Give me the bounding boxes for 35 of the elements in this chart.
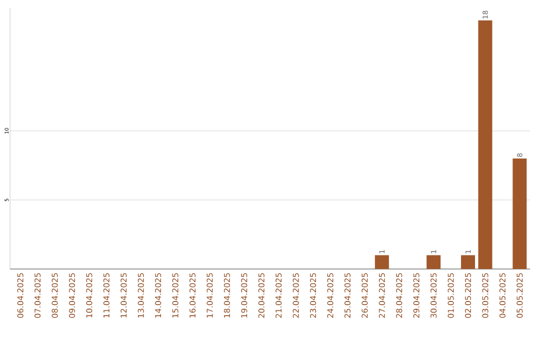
x-tick-label: 03.05.2025 — [482, 273, 488, 318]
bar — [374, 255, 389, 269]
x-tick-label: 14.04.2025 — [155, 273, 162, 318]
x-tick-label: 17.04.2025 — [206, 273, 213, 318]
x-tick-label: 19.04.2025 — [241, 273, 248, 318]
x-tick-label: 13.04.2025 — [138, 273, 144, 318]
bar — [461, 255, 476, 269]
x-tick-label: 02.05.2025 — [464, 273, 472, 318]
x-tick-label: 04.05.2025 — [499, 273, 506, 318]
x-tick-label: 21.04.2025 — [276, 273, 282, 318]
x-tick-label: 05.05.2025 — [516, 273, 523, 318]
x-tick-label: 16.04.2025 — [189, 273, 196, 318]
x-tick-label: 18.04.2025 — [224, 273, 230, 318]
x-tick-label: 28.04.2025 — [396, 273, 402, 318]
x-tick-label: 06.04.2025 — [17, 273, 24, 318]
x-tick-label: 23.04.2025 — [310, 273, 316, 318]
x-tick-label: 20.04.2025 — [258, 273, 264, 318]
x-tick-label: 24.04.2025 — [327, 273, 334, 318]
x-tick-label: 30.04.2025 — [430, 273, 437, 318]
x-tick-label: 15.04.2025 — [172, 273, 178, 318]
x-tick-label: 26.04.2025 — [362, 273, 368, 318]
x-tick-label: 10.04.2025 — [86, 273, 92, 318]
x-tick-label: 01.05.2025 — [448, 273, 454, 318]
x-tick-label: 27.04.2025 — [378, 273, 385, 318]
x-tick-label: 09.04.2025 — [68, 273, 76, 318]
x-tick-label: 07.04.2025 — [34, 273, 41, 318]
bar — [426, 255, 441, 269]
bar — [478, 20, 492, 269]
x-tick-label: 25.04.2025 — [344, 273, 351, 318]
x-tick-label: 11.04.2025 — [103, 273, 110, 318]
x-tick-label: 29.04.2025 — [413, 273, 420, 318]
x-tick-label: 22.04.2025 — [292, 273, 299, 318]
x-tick-label: 12.04.2025 — [120, 273, 127, 318]
x-tick-label: 08.04.2025 — [52, 273, 58, 318]
bar — [512, 158, 527, 269]
